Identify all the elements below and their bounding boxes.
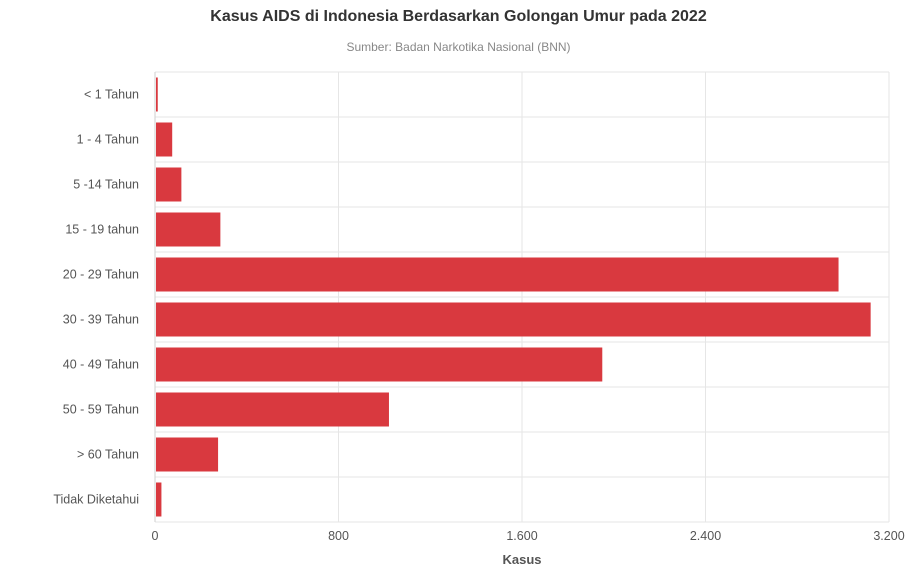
bar (156, 77, 158, 112)
category-labels: < 1 Tahun 1 - 4 Tahun 5 -14 Tahun 15 - 19 t… (53, 88, 139, 507)
bar (156, 347, 603, 382)
chart-title: Kasus AIDS di Indonesia Berdasarkan Golo… (210, 8, 707, 25)
category-label: 30 - 39 Tahun (63, 313, 139, 327)
x-tick-label: 800 (328, 529, 349, 543)
category-label: > 60 Tahun (77, 448, 139, 462)
category-label: 5 -14 Tahun (73, 178, 139, 192)
bar (156, 302, 871, 337)
bar (156, 167, 182, 202)
category-label: 20 - 29 Tahun (63, 268, 139, 282)
category-label: < 1 Tahun (84, 88, 139, 102)
category-label: 40 - 49 Tahun (63, 358, 139, 372)
bar (156, 212, 221, 247)
x-tick-label: 1.600 (506, 529, 537, 543)
x-tick-label: 3.200 (873, 529, 904, 543)
x-tick-label: 2.400 (690, 529, 721, 543)
bars (156, 77, 871, 517)
category-label: 50 - 59 Tahun (63, 403, 139, 417)
tick-labels: 0 800 1.600 2.400 3.200 (152, 529, 905, 543)
bar (156, 257, 839, 292)
category-label: 15 - 19 tahun (65, 223, 139, 237)
x-axis-title: Kasus (502, 552, 541, 567)
category-label: Tidak Diketahui (53, 493, 139, 507)
gridlines (154, 71, 890, 523)
bar (156, 122, 173, 157)
x-tick-label: 0 (152, 529, 159, 543)
chart-subtitle: Sumber: Badan Narkotika Nasional (BNN) (346, 40, 571, 54)
bar (156, 482, 162, 517)
bar (156, 392, 389, 427)
bar (156, 437, 219, 472)
category-label: 1 - 4 Tahun (77, 133, 139, 147)
